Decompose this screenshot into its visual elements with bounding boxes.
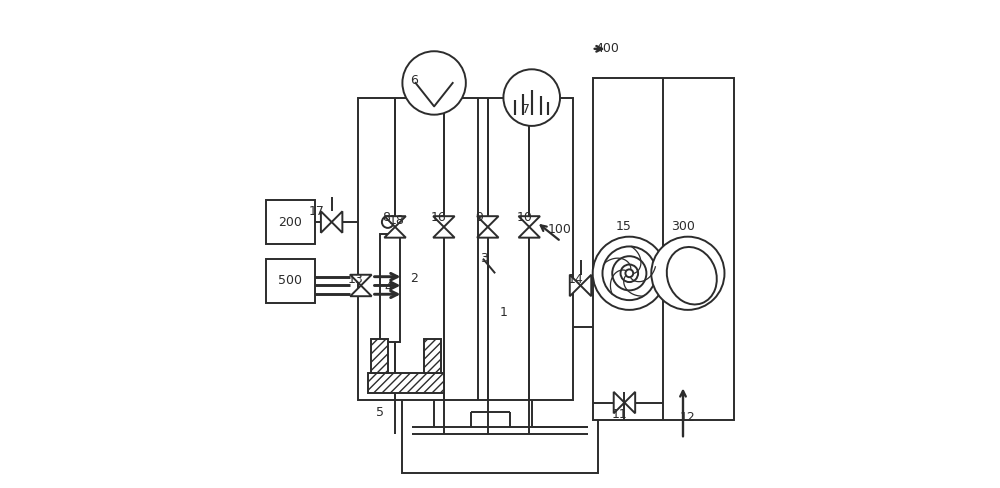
Bar xyxy=(371,339,388,373)
Text: 6: 6 xyxy=(410,74,418,87)
Circle shape xyxy=(402,51,466,115)
Polygon shape xyxy=(581,275,591,296)
Circle shape xyxy=(593,237,666,310)
Bar xyxy=(402,327,598,473)
Polygon shape xyxy=(519,216,540,227)
Text: 10: 10 xyxy=(517,211,532,224)
Text: 300: 300 xyxy=(671,221,695,233)
Text: 9: 9 xyxy=(476,211,483,224)
Text: 15: 15 xyxy=(616,221,632,233)
Polygon shape xyxy=(614,392,624,413)
Bar xyxy=(424,339,441,373)
Polygon shape xyxy=(433,227,455,238)
Polygon shape xyxy=(332,211,342,233)
Circle shape xyxy=(651,237,724,310)
Polygon shape xyxy=(477,216,499,227)
Text: 8: 8 xyxy=(382,211,390,224)
Polygon shape xyxy=(477,227,499,238)
Text: 4: 4 xyxy=(384,282,392,294)
Bar xyxy=(266,200,315,244)
Polygon shape xyxy=(624,392,635,413)
Polygon shape xyxy=(384,227,406,238)
Polygon shape xyxy=(350,275,372,285)
Text: 5: 5 xyxy=(376,406,384,419)
Text: 2: 2 xyxy=(410,272,418,285)
Text: 1: 1 xyxy=(500,306,508,319)
Circle shape xyxy=(503,69,560,126)
Text: 17: 17 xyxy=(308,205,324,218)
Text: 3: 3 xyxy=(480,252,488,265)
Text: 14: 14 xyxy=(567,273,583,285)
Polygon shape xyxy=(519,227,540,238)
Text: 100: 100 xyxy=(548,223,572,236)
Polygon shape xyxy=(433,216,455,227)
Polygon shape xyxy=(384,216,406,227)
Text: 500: 500 xyxy=(278,274,302,287)
Bar xyxy=(380,234,400,342)
Bar xyxy=(368,373,444,393)
Circle shape xyxy=(382,216,394,228)
Text: 400: 400 xyxy=(595,42,619,55)
Text: 16: 16 xyxy=(431,211,446,224)
Text: 200: 200 xyxy=(278,216,302,228)
Polygon shape xyxy=(321,211,332,233)
Polygon shape xyxy=(350,285,372,296)
Polygon shape xyxy=(570,275,581,296)
Text: 18: 18 xyxy=(389,214,405,227)
Bar xyxy=(266,259,315,303)
Bar xyxy=(358,98,573,400)
Text: 13: 13 xyxy=(347,273,363,286)
Bar xyxy=(593,78,734,420)
Text: 12: 12 xyxy=(680,411,695,424)
Text: 7: 7 xyxy=(522,103,530,116)
Text: 11: 11 xyxy=(611,408,627,421)
